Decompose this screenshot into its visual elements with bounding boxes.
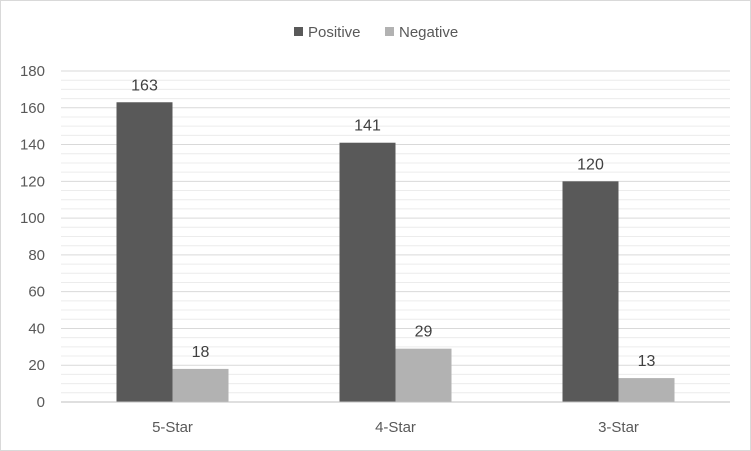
bar-negative-3-star [618, 378, 675, 402]
data-label-positive-4-star: 141 [354, 118, 381, 135]
bar-positive-3-star [562, 181, 619, 402]
y-tick-label: 120 [20, 173, 45, 190]
y-tick-label: 60 [28, 284, 45, 301]
legend-swatch-positive [294, 27, 303, 36]
y-tick-label: 40 [28, 320, 45, 337]
legend-swatch-negative [385, 27, 394, 36]
x-category-label: 5-Star [152, 419, 193, 436]
data-labels: 163 18 141 29 120 13 [131, 77, 655, 370]
data-label-negative-3-star: 13 [638, 353, 656, 370]
data-label-positive-5-star: 163 [131, 77, 158, 94]
legend-label-positive: Positive [308, 24, 361, 41]
x-category-label: 3-Star [598, 419, 639, 436]
data-label-negative-4-star: 29 [415, 324, 433, 341]
y-tick-label: 160 [20, 100, 45, 117]
bar-negative-5-star [172, 368, 229, 402]
data-label-positive-3-star: 120 [577, 156, 604, 173]
y-tick-label: 20 [28, 357, 45, 374]
y-tick-label: 180 [20, 63, 45, 80]
data-label-negative-5-star: 18 [192, 344, 210, 361]
x-axis-category-labels: 5-Star 4-Star 3-Star [152, 419, 639, 436]
bars [116, 102, 675, 402]
y-tick-label: 140 [20, 137, 45, 154]
bar-positive-5-star [116, 102, 173, 402]
bar-positive-4-star [339, 142, 396, 402]
y-tick-label: 0 [37, 394, 45, 411]
y-axis-tick-labels: 0 20 40 60 80 100 120 140 160 180 [20, 63, 45, 411]
bar-negative-4-star [395, 348, 452, 402]
legend-label-negative: Negative [399, 24, 458, 41]
y-tick-label: 100 [20, 210, 45, 227]
y-tick-label: 80 [28, 247, 45, 264]
x-category-label: 4-Star [375, 419, 416, 436]
legend: Positive Negative [294, 24, 458, 41]
